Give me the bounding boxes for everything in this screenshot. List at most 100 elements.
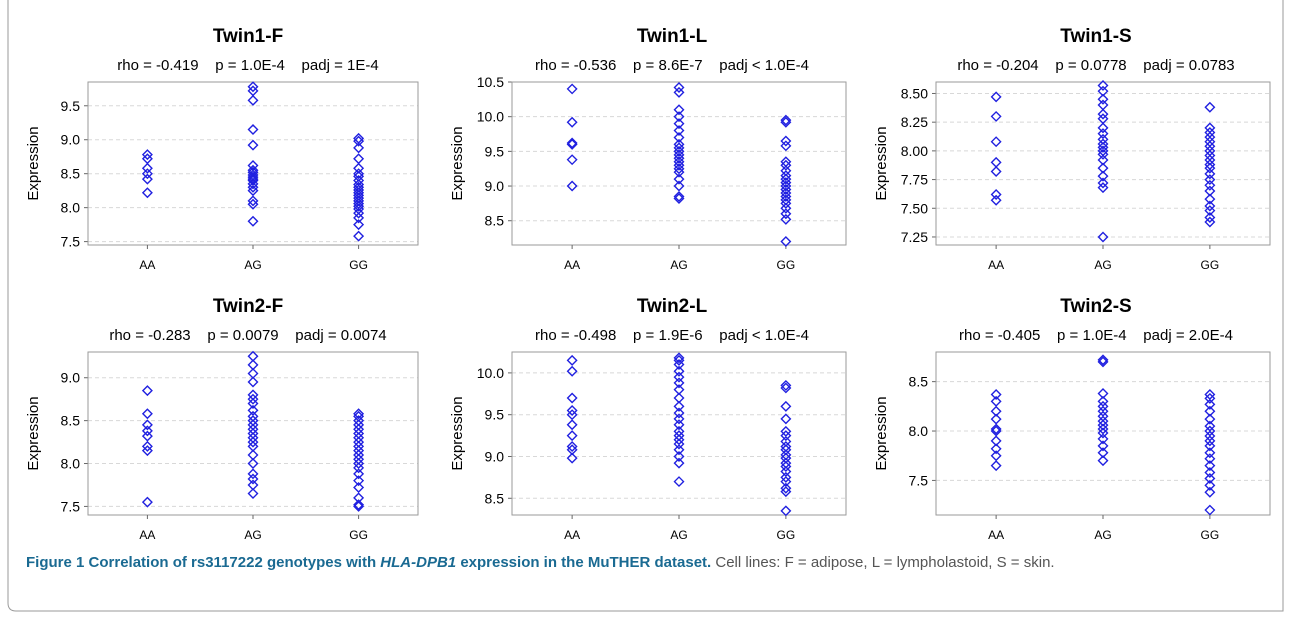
data-point xyxy=(141,162,153,174)
data-point xyxy=(566,405,578,417)
data-point xyxy=(247,468,259,480)
y-tick-label: 9.5 xyxy=(61,98,81,114)
data-point xyxy=(353,499,365,511)
data-point xyxy=(1204,388,1216,400)
data-point xyxy=(673,407,685,419)
data-point xyxy=(780,140,792,152)
x-tick-label: AA xyxy=(988,528,1004,542)
y-tick-label: 9.5 xyxy=(485,143,505,159)
data-point xyxy=(780,400,792,412)
data-point xyxy=(353,408,365,420)
data-point xyxy=(990,450,1002,462)
x-tick-label: AA xyxy=(564,258,580,272)
data-point xyxy=(1204,430,1216,442)
data-point xyxy=(353,415,365,427)
x-tick-label: AG xyxy=(670,528,687,542)
data-point xyxy=(780,482,792,494)
caption-text-before: Correlation of rs3117222 genotypes with xyxy=(88,554,377,571)
data-point xyxy=(780,213,792,225)
data-point xyxy=(673,352,685,364)
data-point xyxy=(1204,145,1216,157)
data-point xyxy=(1097,93,1109,105)
data-point xyxy=(247,85,259,97)
data-point xyxy=(1204,420,1216,432)
x-tick-label: GG xyxy=(777,258,796,272)
x-tick-label: AG xyxy=(244,258,261,272)
data-point xyxy=(990,194,1002,206)
data-point xyxy=(1204,504,1216,516)
data-point xyxy=(780,440,792,452)
data-point xyxy=(353,500,365,512)
data-point xyxy=(1097,108,1109,120)
data-point xyxy=(141,149,153,161)
data-point xyxy=(780,165,792,177)
data-point xyxy=(780,505,792,517)
data-point xyxy=(1097,415,1109,427)
data-point xyxy=(1097,231,1109,243)
data-point xyxy=(780,476,792,488)
data-point xyxy=(1204,460,1216,472)
panel-stats: rho = -0.204 p = 0.0778 padj = 0.0783 xyxy=(957,57,1234,74)
data-point xyxy=(673,131,685,143)
data-point xyxy=(1204,472,1216,484)
data-point xyxy=(141,425,153,437)
data-point xyxy=(353,436,365,448)
y-tick-label: 8.5 xyxy=(61,166,81,182)
caption-lead: Figure 1 Correlation of rs3117222 genoty… xyxy=(26,554,711,571)
data-point xyxy=(780,430,792,442)
y-tick-label: 9.0 xyxy=(61,370,81,386)
data-point xyxy=(353,423,365,435)
data-point xyxy=(1097,395,1109,407)
y-tick-label: 9.0 xyxy=(485,448,505,464)
data-point xyxy=(780,135,792,147)
y-tick-label: 10.0 xyxy=(477,109,504,125)
data-point xyxy=(1204,122,1216,134)
data-point xyxy=(353,492,365,504)
data-point xyxy=(673,118,685,130)
data-point xyxy=(1204,149,1216,161)
data-point xyxy=(247,473,259,485)
data-point xyxy=(1097,410,1109,422)
data-point xyxy=(780,413,792,425)
y-axis-label: Expression xyxy=(873,396,890,470)
x-tick-label: AG xyxy=(1094,258,1111,272)
y-tick-label: 8.5 xyxy=(485,490,505,506)
data-point xyxy=(780,486,792,498)
data-point xyxy=(780,208,792,220)
x-tick-label: AA xyxy=(139,528,155,542)
data-point xyxy=(1204,200,1216,212)
data-point xyxy=(1097,440,1109,452)
data-point xyxy=(566,137,578,149)
y-axis-label: Expression xyxy=(25,396,42,470)
panel-twin2-s: Twin2-S rho = -0.405 p = 1.0E-4 padj = 2.… xyxy=(873,296,1271,542)
data-point xyxy=(1097,99,1109,111)
y-tick-label: 7.25 xyxy=(901,229,928,245)
data-point xyxy=(1204,211,1216,223)
data-point xyxy=(1097,182,1109,194)
data-point xyxy=(990,156,1002,168)
data-point xyxy=(247,440,259,452)
data-point xyxy=(141,419,153,431)
data-point xyxy=(1097,128,1109,140)
panel-twin1-l: Twin1-L rho = -0.536 p = 8.6E-7 padj < 1.… xyxy=(449,26,847,272)
data-point xyxy=(1097,177,1109,189)
y-axis-label: Expression xyxy=(449,396,466,470)
data-point xyxy=(247,423,259,435)
panel-title: Twin2-F xyxy=(213,296,283,317)
y-axis-label: Expression xyxy=(873,126,890,200)
data-point xyxy=(673,111,685,123)
data-point xyxy=(990,443,1002,455)
x-tick-label: GG xyxy=(1201,258,1220,272)
data-point xyxy=(673,180,685,192)
data-point xyxy=(247,124,259,136)
y-tick-label: 7.50 xyxy=(901,200,928,216)
data-point xyxy=(990,423,1002,435)
data-point xyxy=(247,376,259,388)
caption-text-after: expression in the MuTHER dataset. xyxy=(460,554,712,571)
data-point xyxy=(1097,400,1109,412)
data-point xyxy=(990,110,1002,122)
data-point xyxy=(353,432,365,444)
data-point xyxy=(1204,479,1216,491)
data-point xyxy=(1204,435,1216,447)
